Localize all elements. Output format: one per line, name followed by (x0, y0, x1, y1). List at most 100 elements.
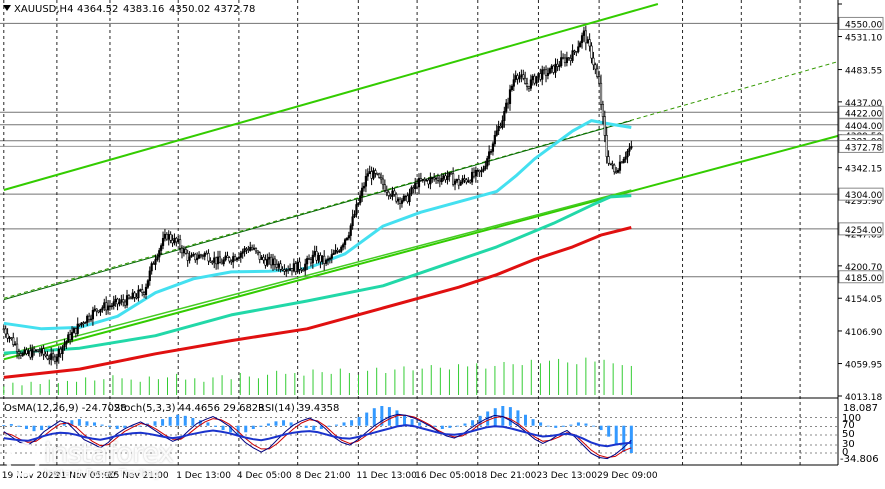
ohlc-low: 4350.02 (169, 4, 210, 15)
candle-body (548, 68, 551, 74)
candle-body (440, 178, 443, 183)
channel-line-inner (3, 120, 632, 301)
candle-body (565, 57, 568, 64)
time-tick-label: 8 Dec 21:00 (296, 471, 351, 481)
candle-body (275, 264, 278, 268)
candle-body (226, 255, 229, 258)
osma-bar (244, 425, 248, 433)
channel-line-inner-lower (3, 189, 632, 356)
time-tick-label: 19 Nov 2025 (2, 471, 60, 481)
candle-body (148, 270, 151, 282)
candle-body (194, 253, 197, 261)
price-level-tag: 4304.00 (838, 187, 884, 201)
candle-body (241, 251, 244, 254)
osma-bar (478, 415, 482, 426)
time-tick-label: 23 Dec 13:00 (536, 471, 597, 481)
candle-body (129, 297, 132, 300)
candle-body (546, 73, 550, 76)
osma-bar (85, 421, 89, 426)
candle-body (362, 185, 366, 189)
ohlc-open: 4364.52 (77, 4, 118, 15)
osc-level-70: 70 (842, 420, 855, 431)
candle-body (19, 353, 22, 356)
candle-body (470, 171, 474, 183)
candle-body (88, 315, 91, 320)
osma-bar (334, 424, 338, 426)
candle-body (144, 286, 148, 295)
osma-bar (410, 419, 414, 426)
candle-body (171, 239, 174, 244)
candle-body (262, 256, 265, 261)
candle-body (512, 79, 515, 87)
candle-body (317, 255, 320, 261)
candle-body (467, 180, 470, 183)
candle-body (254, 248, 258, 252)
candle-body (270, 256, 273, 266)
price-tick-label: 4531.10 (845, 34, 882, 44)
osma-bar (153, 421, 157, 426)
candle-body (42, 348, 45, 355)
candle-body (622, 159, 625, 163)
candle-body (302, 269, 305, 272)
candle-body (311, 254, 314, 264)
osma-bar (213, 425, 217, 427)
price-tag-box (838, 16, 884, 30)
osma-bar (236, 425, 240, 435)
candle-body (252, 248, 256, 250)
osma-bar (206, 422, 210, 426)
price-tag-box (838, 270, 884, 284)
candle-body (387, 191, 390, 196)
candle-body (560, 57, 563, 66)
price-tick-label: 4106.90 (845, 328, 882, 338)
candle-body (169, 234, 172, 241)
price-tag-label: 4550.00 (845, 20, 882, 30)
candle-body (201, 255, 204, 257)
candle-body (188, 256, 191, 261)
candle-body (379, 177, 383, 180)
candle-body (605, 135, 608, 157)
symbol-dropdown-icon[interactable] (3, 5, 11, 11)
osma-bar (304, 425, 308, 428)
candle-body (592, 57, 595, 66)
price-level-tags: 4550.004422.004404.004381.004304.004254.… (838, 16, 884, 284)
candle-body (533, 75, 536, 84)
osma-bar (327, 425, 331, 427)
candle-body (429, 177, 432, 185)
candle-body (584, 30, 587, 44)
candle-body (455, 179, 459, 182)
candle-body (211, 261, 214, 264)
candle-body (173, 238, 176, 244)
candle-body (38, 351, 41, 354)
candle-body (36, 349, 40, 352)
candle-body (537, 73, 540, 78)
candle-body (70, 332, 74, 340)
candle-body (630, 146, 633, 149)
candle-body (343, 239, 347, 245)
instaforex-logo-icon (6, 443, 40, 477)
candle-body (561, 57, 565, 59)
time-tick-label: 1 Dec 13:00 (176, 471, 231, 481)
candle-body (628, 147, 631, 152)
candle-body (340, 246, 343, 252)
candle-body (414, 183, 417, 190)
price-tick-label: 4437.00 (845, 99, 882, 109)
candle-body (421, 178, 424, 181)
candle-body (522, 74, 525, 79)
candle-body (97, 310, 100, 313)
candle-body (190, 254, 193, 258)
candle-body (277, 263, 280, 268)
candle-body (361, 187, 364, 196)
price-tick-label: 4342.15 (845, 165, 882, 175)
candle-body (448, 172, 451, 177)
candle-body (423, 178, 426, 181)
candle-body (152, 263, 155, 265)
candlesticks (2, 25, 633, 367)
price-tag-label: 4254.00 (845, 226, 882, 236)
candle-body (476, 169, 479, 172)
candle-body (554, 63, 557, 73)
candle-body (106, 305, 110, 311)
candle-body (131, 292, 134, 299)
